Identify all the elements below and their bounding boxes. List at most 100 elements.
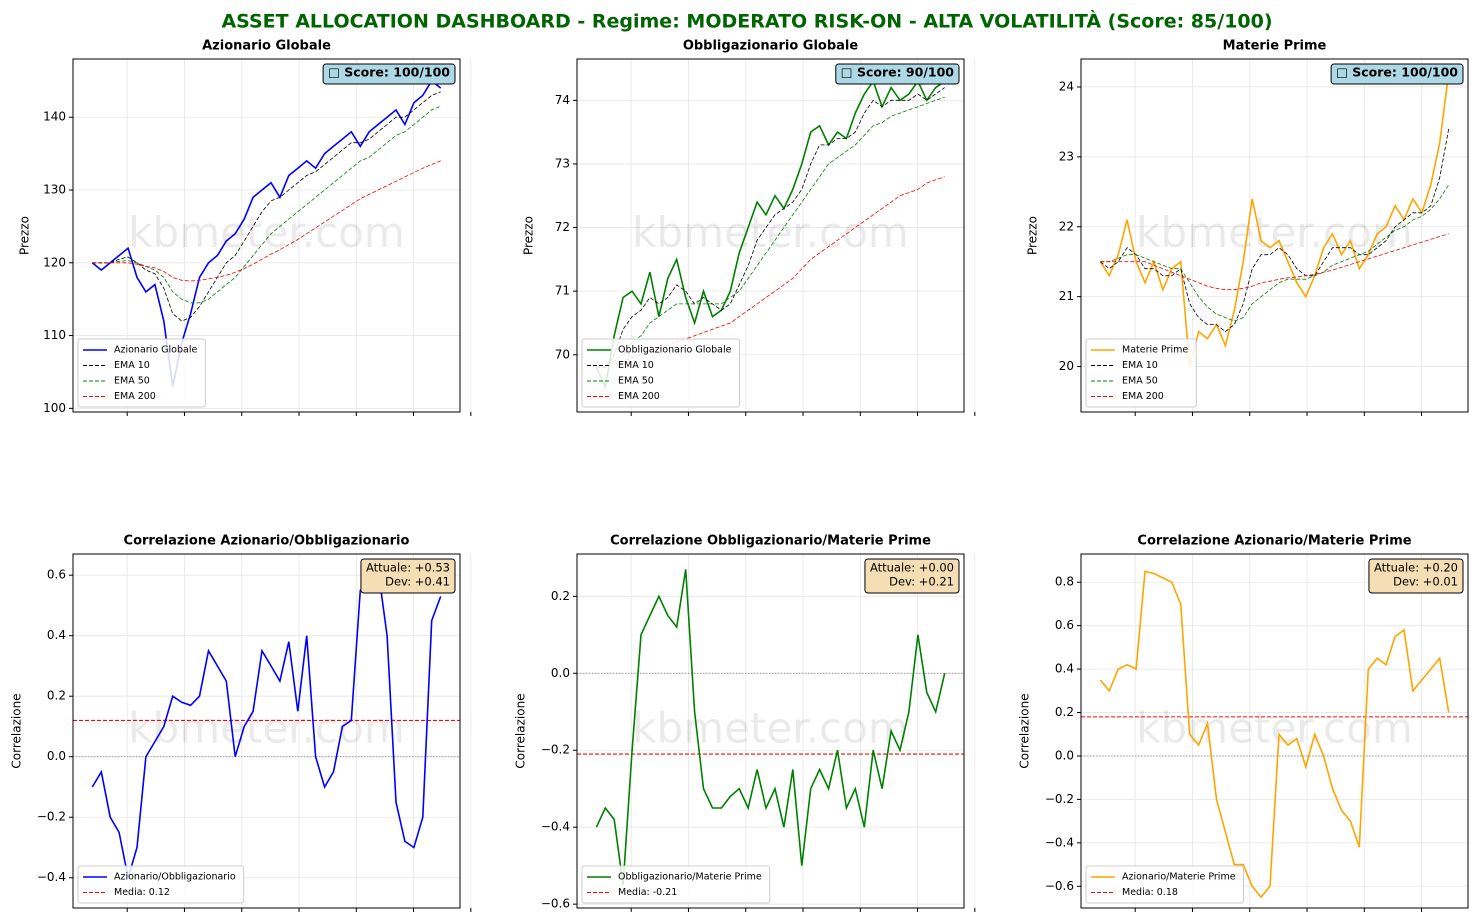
- y-tick-label: 72: [555, 220, 570, 234]
- legend: Obbligazionario Globale EMA 10 EMA 50 EMA 2…: [581, 338, 740, 408]
- chart-title: Materie Prime: [1223, 39, 1327, 54]
- y-axis-label: Prezzo: [522, 216, 536, 255]
- series-line: [1100, 233, 1449, 291]
- watermark: kbmeter.com: [1136, 704, 1413, 753]
- y-tick-label: 0.2: [551, 589, 570, 603]
- y-tick-label: −0.4: [541, 820, 570, 834]
- annotation: □ Score: 100/100: [322, 63, 456, 85]
- y-axis-label: Prezzo: [1026, 216, 1040, 255]
- y-tick-label: −0.6: [541, 897, 570, 911]
- y-tick-label: −0.4: [37, 870, 66, 884]
- y-tick-label: 70: [555, 347, 570, 361]
- annotation: □ Score: 100/100: [1330, 63, 1464, 85]
- y-tick-label: 120: [43, 255, 66, 269]
- y-tick-label: 0.6: [47, 568, 66, 582]
- y-tick-label: 0.6: [1055, 618, 1074, 632]
- y-tick-label: −0.4: [1045, 835, 1074, 849]
- legend: Materie Prime EMA 10 EMA 50 EMA 200: [1085, 338, 1197, 408]
- y-axis-label: Correlazione: [10, 693, 24, 768]
- y-tick-label: 130: [43, 183, 66, 197]
- annotation-text: Attuale: +0.53: [366, 561, 450, 575]
- legend-label: EMA 50: [1122, 376, 1158, 387]
- y-tick-label: 0.0: [551, 666, 570, 680]
- legend-label: EMA 200: [114, 391, 156, 402]
- y-axis-label: Correlazione: [1018, 693, 1032, 768]
- annotation-text: Dev: +0.21: [889, 575, 954, 589]
- legend-box: [77, 338, 206, 408]
- y-tick-label: 73: [555, 156, 570, 170]
- watermark: kbmeter.com: [128, 208, 405, 257]
- series-line: [92, 91, 441, 322]
- chart-title: Correlazione Azionario/Obbligazionario: [124, 534, 410, 549]
- legend-label: EMA 10: [618, 360, 654, 371]
- y-tick-label: 22: [1059, 219, 1074, 233]
- annotation-text: Dev: +0.01: [1393, 575, 1458, 589]
- plot-frame: [72, 58, 461, 413]
- watermark: kbmeter.com: [632, 704, 909, 753]
- y-tick-label: 140: [43, 110, 66, 124]
- annotation-box: [1330, 63, 1464, 85]
- series-line: [1099, 72, 1450, 367]
- annotation-text: □ Score: 100/100: [1336, 65, 1458, 80]
- y-tick-label: 110: [43, 328, 66, 342]
- legend-label: EMA 10: [1122, 360, 1158, 371]
- y-tick-label: 24: [1059, 79, 1074, 93]
- dashboard-title: ASSET ALLOCATION DASHBOARD - Regime: MOD…: [221, 10, 1272, 33]
- annotation-box: [360, 558, 456, 594]
- y-tick-label: 71: [555, 284, 570, 298]
- plot-frame: [576, 58, 965, 413]
- series-line: [1100, 128, 1450, 333]
- annotation: □ Score: 90/100: [835, 63, 960, 85]
- annotation-text: □ Score: 100/100: [328, 65, 450, 80]
- plot-frame: [1080, 553, 1469, 909]
- legend-box: [1085, 865, 1245, 904]
- legend-label: EMA 50: [618, 376, 654, 387]
- series-line: [1100, 184, 1450, 322]
- legend-box: [1085, 338, 1197, 408]
- annotation-text: □ Score: 90/100: [841, 65, 955, 80]
- legend-label: EMA 50: [114, 376, 150, 387]
- y-tick-label: 23: [1059, 149, 1074, 163]
- series-line: [1099, 570, 1450, 899]
- y-tick-label: 0.4: [1055, 662, 1074, 676]
- y-tick-label: 0.2: [1055, 705, 1074, 719]
- series-line: [91, 79, 442, 387]
- watermark: kbmeter.com: [632, 208, 909, 257]
- annotation-box: [835, 63, 960, 85]
- series-line: [595, 569, 946, 886]
- series-line: [596, 96, 945, 368]
- legend-label: EMA 10: [114, 360, 150, 371]
- plot-frame: [576, 553, 965, 909]
- y-tick-label: 74: [555, 93, 570, 107]
- legend-label: Azionario/Obbligazionario: [114, 872, 236, 883]
- legend-label: EMA 200: [1122, 391, 1164, 402]
- legend-label: Azionario/Materie Prime: [1122, 872, 1236, 883]
- y-axis-label: Prezzo: [18, 216, 32, 255]
- legend-label: Materie Prime: [1122, 345, 1188, 356]
- y-tick-label: 100: [43, 401, 66, 415]
- plot-frame: [72, 553, 461, 909]
- annotation-box: [864, 558, 960, 594]
- legend-label: Media: 0.18: [1122, 887, 1178, 898]
- annotation-text: Attuale: +0.20: [1374, 561, 1458, 575]
- series-line: [595, 79, 946, 390]
- y-tick-label: −0.2: [37, 810, 66, 824]
- annotation-text: Dev: +0.41: [385, 575, 450, 589]
- y-tick-label: 0.8: [1055, 575, 1074, 589]
- chart-title: Obbligazionario Globale: [683, 39, 859, 54]
- legend-label: Media: -0.21: [618, 887, 677, 898]
- y-tick-label: −0.6: [1045, 879, 1074, 893]
- annotation-box: [322, 63, 456, 85]
- y-tick-label: −0.2: [541, 743, 570, 757]
- series-line: [596, 87, 945, 369]
- legend: Azionario/Obbligazionario Media: 0.12: [77, 865, 245, 904]
- legend-label: Obbligazionario Globale: [618, 345, 732, 356]
- legend-label: Azionario Globale: [114, 345, 197, 356]
- legend-label: Media: 0.12: [114, 887, 170, 898]
- annotation-box: [1368, 558, 1464, 594]
- chart-title: Azionario Globale: [202, 39, 331, 54]
